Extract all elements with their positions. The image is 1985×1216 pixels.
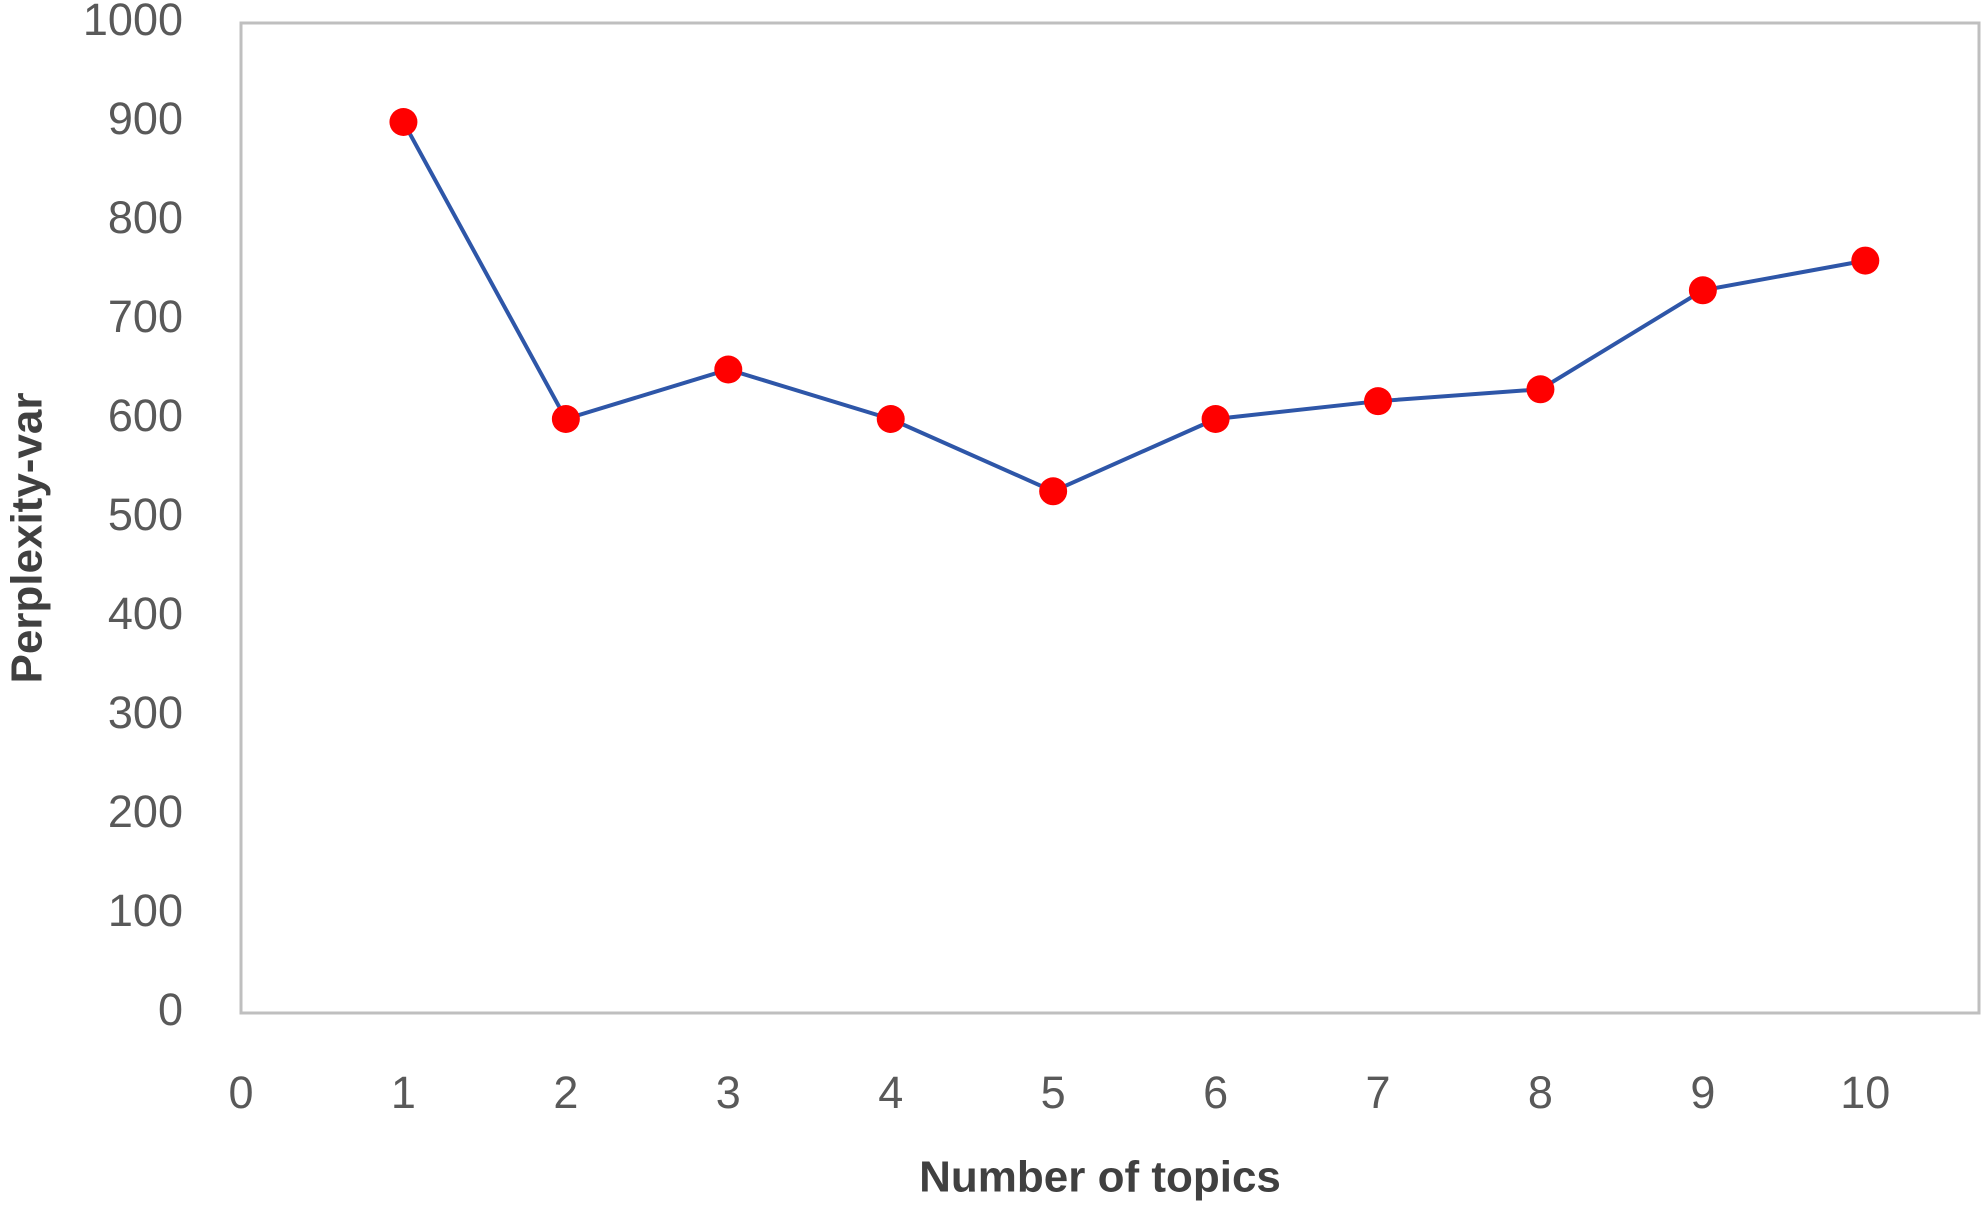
x-tick-label: 6: [1203, 1067, 1228, 1118]
y-tick-label: 700: [108, 291, 183, 342]
x-tick-label: 1: [391, 1067, 416, 1118]
x-tick-label: 9: [1690, 1067, 1715, 1118]
y-tick-label: 200: [108, 786, 183, 837]
y-tick-label: 400: [108, 588, 183, 639]
x-tick-label: 10: [1840, 1067, 1890, 1118]
x-tick-label: 4: [878, 1067, 903, 1118]
marker: [551, 405, 580, 433]
y-tick-label: 0: [158, 984, 183, 1035]
plot-frame: [239, 21, 1981, 1015]
x-tick-label: 0: [228, 1067, 253, 1118]
x-tick-label: 2: [553, 1067, 578, 1118]
y-tick-label: 800: [108, 192, 183, 243]
y-tick-label: 300: [108, 687, 183, 738]
x-tick-label: 3: [716, 1067, 741, 1118]
y-tick-label: 1000: [83, 0, 183, 45]
y-tick-label: 900: [108, 93, 183, 144]
y-tick-label: 500: [108, 489, 183, 540]
y-tick-label: 100: [108, 885, 183, 936]
marker: [714, 355, 743, 384]
line: [401, 121, 1866, 494]
marker: [389, 108, 418, 136]
marker: [1851, 246, 1880, 275]
y-tick-label: 600: [108, 390, 183, 441]
marker: [1201, 405, 1230, 433]
marker: [876, 405, 905, 433]
marker: [1526, 375, 1555, 404]
marker: [1688, 276, 1717, 305]
x-tick-label: 7: [1365, 1067, 1390, 1118]
marker: [1364, 387, 1393, 416]
x-axis-title: Number of topics: [919, 1153, 1281, 1202]
marker: [1039, 477, 1068, 506]
y-axis-title: Perplexity-var: [3, 392, 52, 683]
x-tick-label: 8: [1528, 1067, 1553, 1118]
x-tick-label: 5: [1041, 1067, 1066, 1118]
